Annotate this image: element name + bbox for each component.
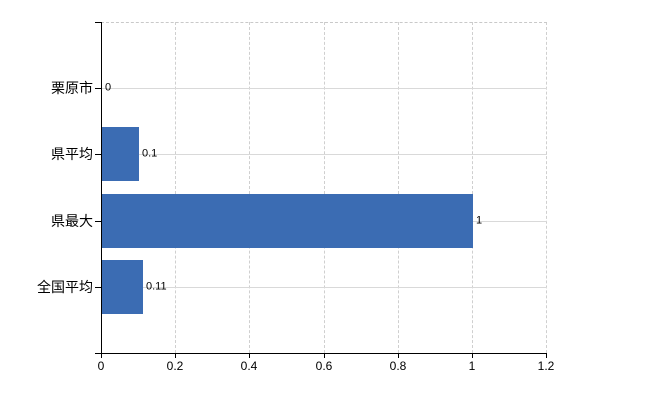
y-axis — [101, 22, 102, 354]
x-tick-label: 1.2 — [537, 359, 555, 373]
x-axis-tick — [101, 354, 102, 358]
x-tick-label: 1 — [468, 359, 476, 373]
x-axis-tick — [324, 354, 325, 358]
gridline-vertical — [249, 22, 250, 353]
gridline-vertical — [472, 22, 473, 353]
bar-value-label: 0.1 — [142, 147, 158, 160]
gridline-vertical — [324, 22, 325, 353]
category-label: 県平均 — [51, 146, 93, 162]
bar — [102, 127, 139, 181]
x-axis-tick — [472, 354, 473, 358]
x-tick-label: 0 — [97, 359, 105, 373]
y-axis-tick — [95, 22, 101, 23]
x-axis-tick — [398, 354, 399, 358]
plot-top-border — [101, 22, 547, 23]
y-axis-tick — [95, 221, 101, 222]
y-axis-tick — [95, 154, 101, 155]
gridline-horizontal — [102, 154, 547, 155]
category-label: 県最大 — [51, 213, 93, 229]
gridline-vertical — [175, 22, 176, 353]
bar — [102, 194, 473, 248]
bar-value-label: 1 — [476, 214, 483, 227]
bar-value-label: 0.11 — [146, 280, 167, 293]
x-tick-label: 0.6 — [315, 359, 333, 373]
bar — [102, 260, 143, 314]
gridline-horizontal — [102, 88, 547, 89]
x-tick-label: 0.8 — [389, 359, 407, 373]
y-axis-tick — [95, 88, 101, 89]
gridline-horizontal — [102, 287, 547, 288]
y-axis-tick — [95, 287, 101, 288]
x-axis-tick — [175, 354, 176, 358]
x-axis — [95, 353, 547, 354]
bar-value-label: 0 — [105, 81, 112, 94]
gridline-vertical — [546, 22, 547, 353]
category-label: 栗原市 — [51, 80, 93, 96]
x-axis-tick — [546, 354, 547, 358]
x-tick-label: 0.2 — [166, 359, 184, 373]
gridline-vertical — [398, 22, 399, 353]
category-label: 全国平均 — [37, 279, 93, 295]
x-axis-tick — [249, 354, 250, 358]
x-tick-label: 0.4 — [240, 359, 258, 373]
